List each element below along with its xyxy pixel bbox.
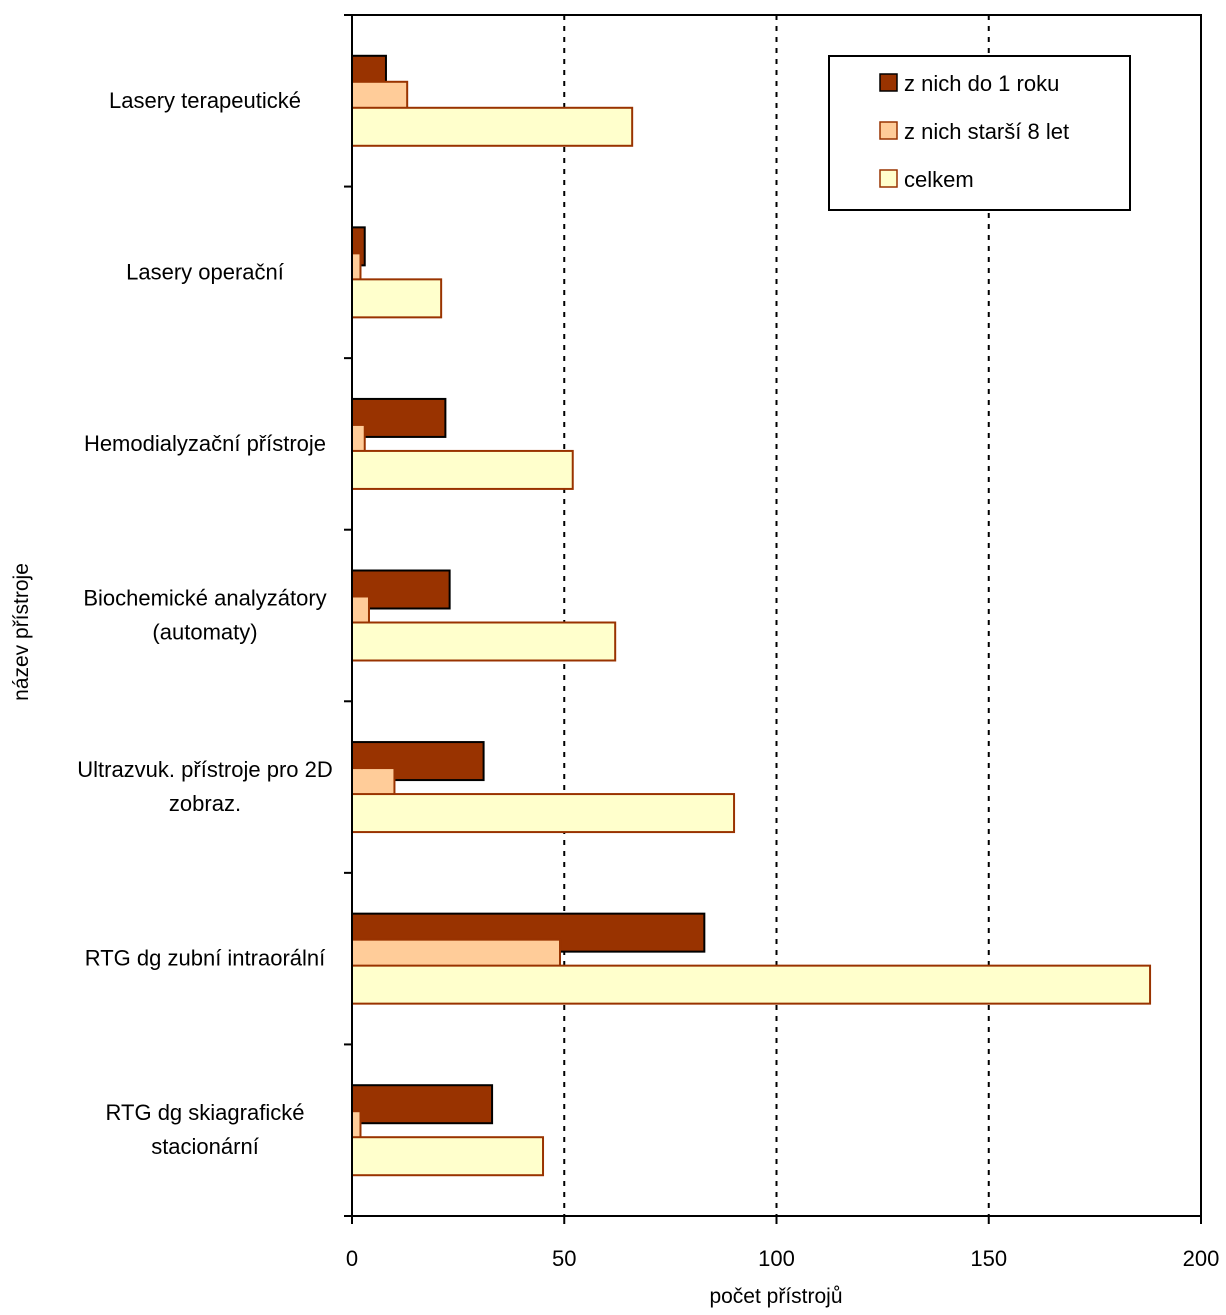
bar bbox=[351, 1084, 494, 1125]
gridlines bbox=[563, 15, 990, 1216]
axes: 0 50 100 150 200 bbox=[344, 14, 1220, 1271]
bar bbox=[351, 449, 574, 490]
bars bbox=[351, 54, 1152, 1177]
legend: z nich do 1 roku z nich starší 8 let celke… bbox=[828, 55, 1131, 211]
category-label: RTG dg zubní intraorální bbox=[85, 946, 326, 971]
x-tick-label: 0 bbox=[346, 1246, 358, 1271]
bar bbox=[351, 964, 1152, 1005]
legend-swatch bbox=[879, 121, 898, 140]
bar bbox=[351, 1136, 545, 1177]
legend-box bbox=[828, 55, 1131, 211]
category-label: RTG dg skiagrafické stacionární bbox=[106, 1100, 305, 1159]
category-label: Hemodialyzační přístroje bbox=[84, 431, 326, 456]
legend-label: celkem bbox=[904, 167, 974, 192]
x-tick-label: 150 bbox=[970, 1246, 1007, 1271]
bar bbox=[351, 621, 617, 662]
x-tick-label: 100 bbox=[758, 1246, 795, 1271]
bar bbox=[351, 106, 634, 147]
bar bbox=[351, 397, 447, 438]
category-label: Ultrazvuk. přístroje pro 2D zobraz. bbox=[77, 757, 333, 816]
x-tick-label: 50 bbox=[552, 1246, 576, 1271]
legend-label: z nich do 1 roku bbox=[904, 71, 1059, 96]
x-axis-title: počet přístrojů bbox=[709, 1285, 842, 1308]
legend-label: z nich starší 8 let bbox=[904, 119, 1069, 144]
x-tick-label: 200 bbox=[1183, 1246, 1220, 1271]
category-label: Lasery terapeutické bbox=[109, 88, 301, 113]
bar bbox=[351, 278, 443, 319]
category-label: Biochemické analyzátory (automaty) bbox=[83, 586, 326, 645]
legend-swatch bbox=[879, 73, 898, 92]
category-label: Lasery operační bbox=[126, 259, 284, 284]
category-labels: Lasery terapeutické Lasery operační Hemodi… bbox=[77, 88, 333, 1159]
y-axis-title: název přístroje bbox=[10, 563, 33, 701]
bar bbox=[351, 793, 736, 834]
legend-swatch bbox=[879, 169, 898, 188]
